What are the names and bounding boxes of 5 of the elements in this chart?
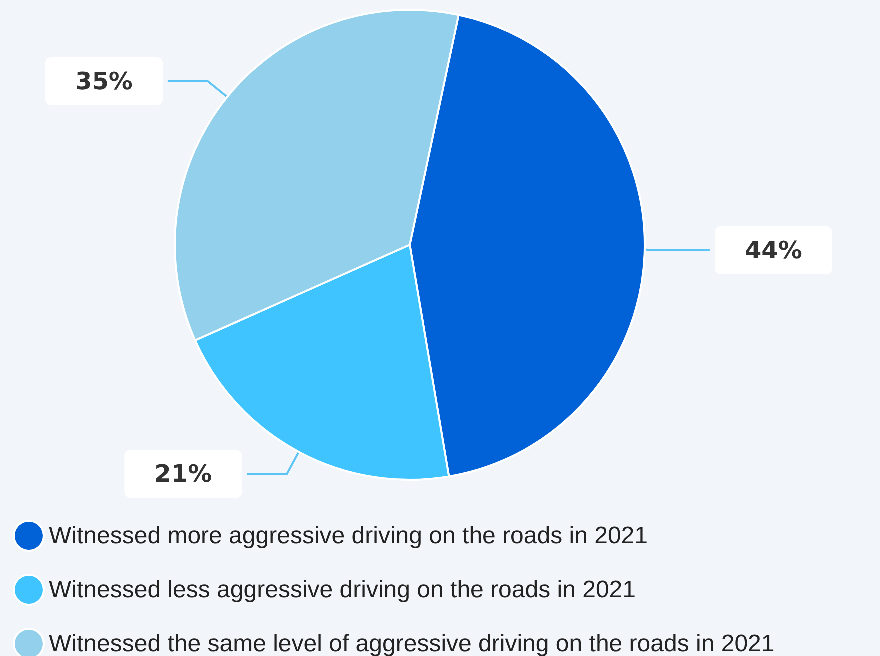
- data-label: 21%: [154, 460, 212, 488]
- legend-label: Witnessed less aggressive driving on the roads in 2021: [49, 576, 636, 604]
- data-label: 44%: [744, 236, 802, 264]
- legend-label: Witnessed more aggressive driving on the roads in 2021: [49, 522, 648, 550]
- data-label: 35%: [75, 67, 133, 96]
